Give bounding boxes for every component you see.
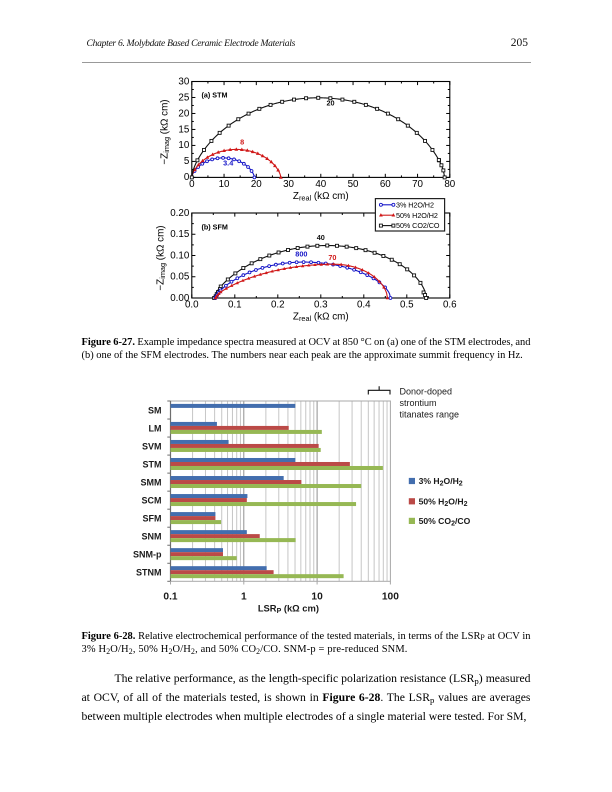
svg-text:3% H2O/H2: 3% H2O/H2 — [419, 476, 463, 488]
svg-text:1: 1 — [241, 591, 247, 602]
svg-text:0.2: 0.2 — [271, 300, 285, 311]
svg-text:0.20: 0.20 — [170, 208, 190, 219]
svg-text:SFM: SFM — [143, 514, 162, 524]
svg-text:50: 50 — [348, 179, 359, 190]
svg-text:SM: SM — [148, 405, 162, 415]
svg-text:LSRP (kΩ cm): LSRP (kΩ cm) — [258, 603, 319, 616]
svg-text:20: 20 — [251, 179, 262, 190]
svg-text:50% CO2/CO: 50% CO2/CO — [419, 516, 471, 528]
svg-text:40: 40 — [315, 179, 326, 190]
svg-text:0.1: 0.1 — [228, 300, 242, 311]
svg-text:5: 5 — [184, 156, 190, 167]
svg-text:10: 10 — [311, 591, 323, 602]
svg-text:0.10: 0.10 — [170, 250, 190, 261]
svg-text:Donor-doped: Donor-doped — [400, 387, 453, 397]
svg-text:0.3: 0.3 — [314, 300, 328, 311]
svg-text:SVM: SVM — [142, 441, 162, 451]
svg-text:0.0: 0.0 — [185, 300, 199, 311]
svg-text:SNM-p: SNM-p — [133, 550, 162, 560]
svg-text:70: 70 — [412, 179, 423, 190]
svg-text:50% CO2/CO: 50% CO2/CO — [396, 221, 440, 230]
svg-text:70: 70 — [328, 253, 336, 262]
svg-text:50% H2O/H2: 50% H2O/H2 — [396, 211, 438, 220]
svg-text:30: 30 — [283, 179, 294, 190]
svg-text:SNM: SNM — [142, 532, 162, 542]
svg-text:15: 15 — [178, 124, 189, 135]
svg-text:50% H2O/H2: 50% H2O/H2 — [419, 497, 468, 509]
svg-text:80: 80 — [444, 179, 455, 190]
svg-text:25: 25 — [178, 92, 189, 103]
svg-text:20: 20 — [178, 108, 189, 119]
svg-text:STM: STM — [143, 460, 162, 470]
svg-text:30: 30 — [178, 76, 189, 87]
svg-text:40: 40 — [317, 233, 325, 242]
svg-text:Zreal (kΩ cm): Zreal (kΩ cm) — [293, 312, 349, 324]
svg-text:0.00: 0.00 — [170, 293, 190, 304]
svg-text:0.5: 0.5 — [400, 300, 414, 311]
svg-text:3% H2O/H2: 3% H2O/H2 — [396, 200, 434, 209]
svg-text:20: 20 — [326, 99, 334, 108]
svg-text:3.4: 3.4 — [223, 159, 234, 168]
svg-text:titanates range: titanates range — [400, 410, 460, 420]
svg-text:strontium: strontium — [400, 398, 437, 408]
svg-text:8: 8 — [240, 138, 244, 147]
svg-text:0: 0 — [184, 172, 190, 183]
svg-text:100: 100 — [382, 591, 399, 602]
svg-text:0.15: 0.15 — [170, 229, 190, 240]
svg-text:−Zimag (kΩ cm): −Zimag (kΩ cm) — [155, 225, 167, 290]
svg-text:0: 0 — [189, 179, 195, 190]
svg-text:SCM: SCM — [142, 496, 162, 506]
svg-text:Zreal (kΩ cm): Zreal (kΩ cm) — [293, 191, 349, 203]
svg-text:(a) STM: (a) STM — [202, 91, 228, 100]
svg-text:0.05: 0.05 — [170, 272, 190, 283]
svg-text:10: 10 — [178, 140, 189, 151]
svg-text:60: 60 — [380, 179, 391, 190]
svg-text:(b) SFM: (b) SFM — [202, 223, 228, 232]
svg-text:SMM: SMM — [141, 478, 162, 488]
svg-text:−Zimag (kΩ cm): −Zimag (kΩ cm) — [159, 99, 171, 164]
svg-text:0.1: 0.1 — [163, 591, 177, 602]
svg-text:0.4: 0.4 — [357, 300, 371, 311]
svg-text:STNM: STNM — [136, 568, 162, 578]
svg-text:0.6: 0.6 — [443, 300, 457, 311]
svg-text:10: 10 — [219, 179, 230, 190]
svg-text:LM: LM — [149, 423, 162, 433]
svg-text:800: 800 — [295, 249, 307, 258]
